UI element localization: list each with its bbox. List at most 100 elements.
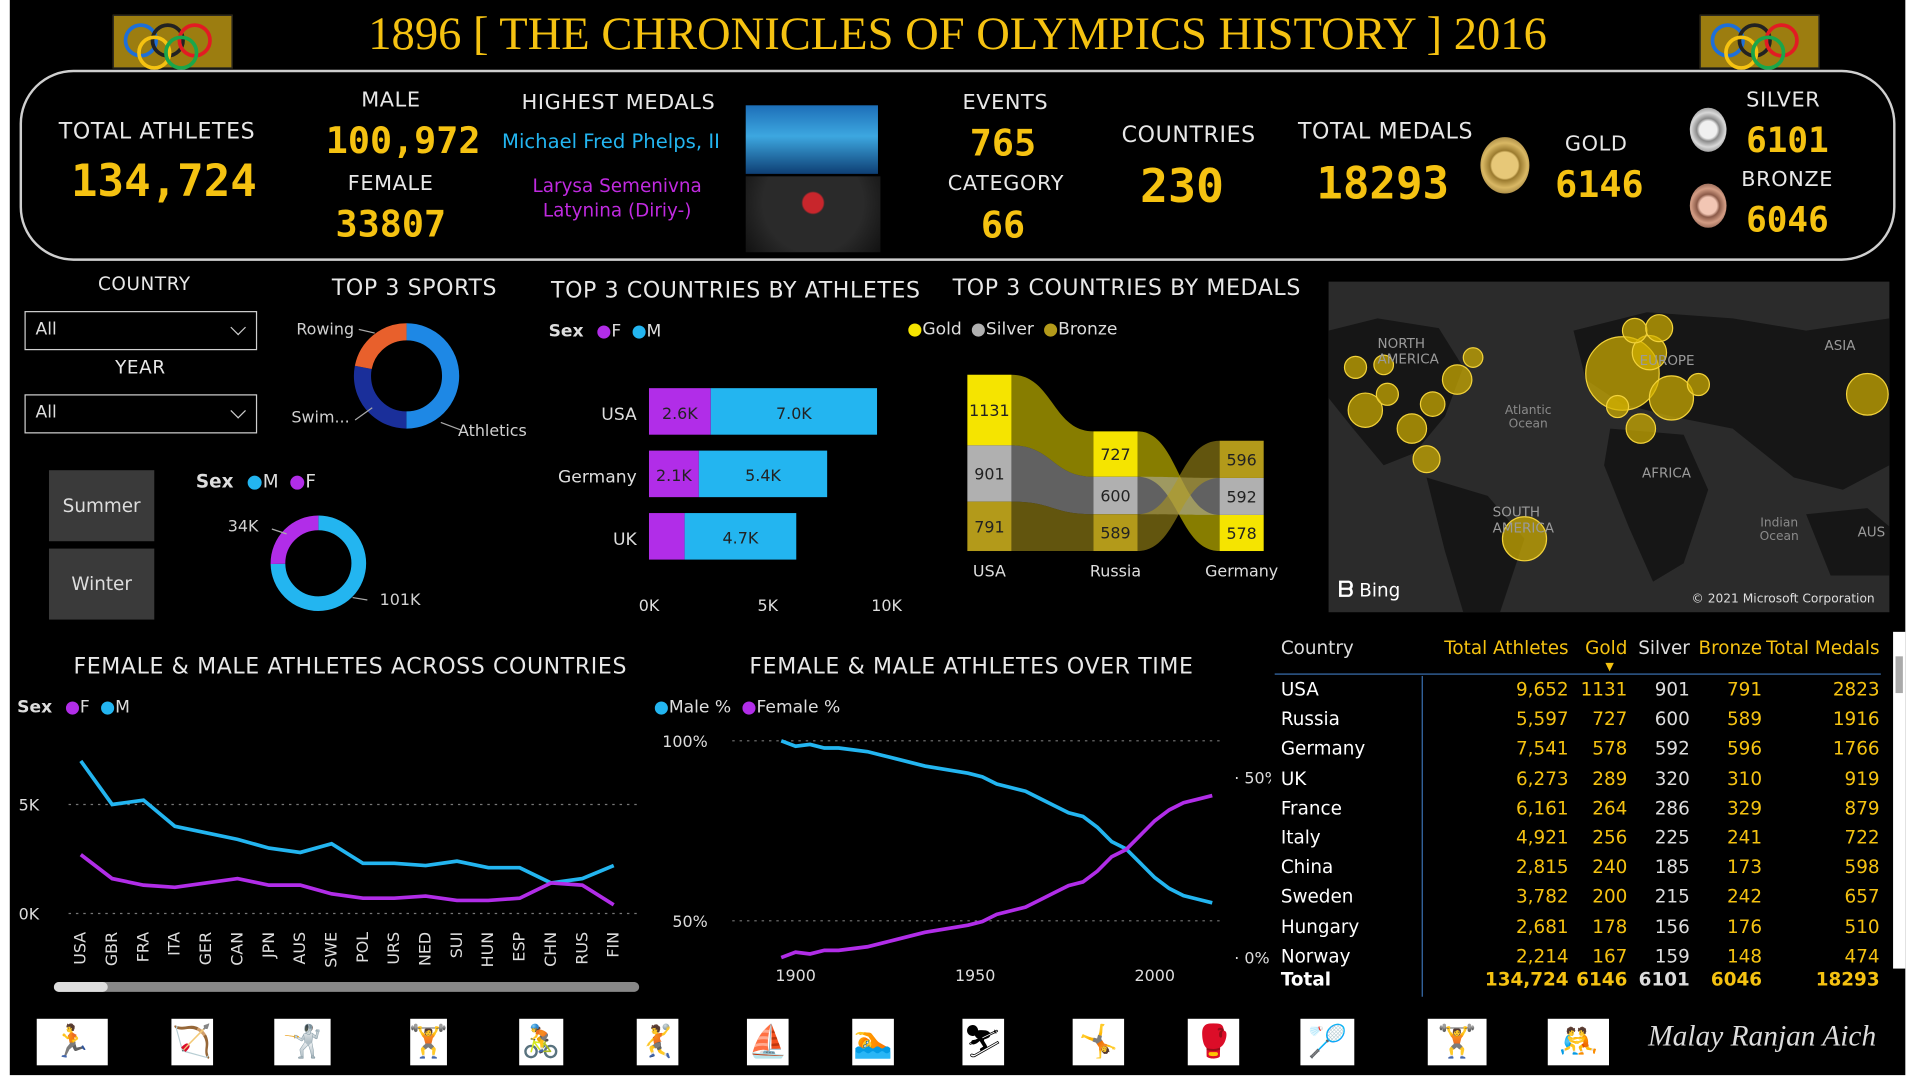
legend-bronze: Bronze: [1058, 319, 1118, 340]
javelin-icon[interactable]: 🤾: [636, 1018, 679, 1066]
bar-label: 7.0K: [776, 404, 812, 423]
top-sports-donut: [353, 323, 461, 431]
table-row[interactable]: France 6,161 264 286 329 879: [1275, 797, 1881, 826]
cell-country: USA: [1280, 678, 1319, 701]
legend-male-pct: Male %: [668, 697, 732, 718]
cell-gold: 240: [1592, 856, 1628, 879]
category-label: CATEGORY: [947, 171, 1065, 196]
label-north-america: NORTH AMERICA: [1377, 335, 1439, 368]
table-row[interactable]: USA 9,652 1131 901 791 2823: [1275, 678, 1881, 707]
table-row[interactable]: Hungary 2,681 178 156 176 510: [1275, 915, 1881, 944]
bing-icon: ᗷ: [1338, 577, 1354, 603]
badminton-icon[interactable]: 🏸: [1300, 1018, 1355, 1066]
silver-value: 6101: [1746, 120, 1829, 161]
cell-country: Norway: [1280, 945, 1351, 968]
kpi-panel: [19, 69, 1896, 261]
across-legend: Sex ●F ●M: [17, 697, 130, 718]
across-legend-title: Sex: [17, 697, 53, 718]
events-value: 765: [969, 122, 1037, 166]
ribbon-gold: [1011, 374, 1094, 477]
country-filter-label: COUNTRY: [97, 273, 191, 296]
summer-button[interactable]: Summer: [48, 470, 155, 542]
year-dropdown[interactable]: All: [24, 394, 258, 434]
cell-total-medals: 722: [1844, 826, 1880, 849]
table-row[interactable]: Norway 2,214 167 159 148 474: [1275, 945, 1881, 974]
bar-label: 2.6K: [662, 404, 698, 423]
bing-logo: ᗷ Bing: [1338, 578, 1400, 602]
wrestling-icon[interactable]: 🤼: [1547, 1018, 1609, 1066]
table-row[interactable]: Germany 7,541 578 592 596 1766: [1275, 738, 1881, 767]
cell-silver: 225: [1654, 826, 1690, 849]
cell-silver: 320: [1654, 767, 1690, 790]
lifting-icon[interactable]: 🏋: [1427, 1018, 1487, 1066]
label-south-america: SOUTH AMERICA: [1492, 504, 1554, 537]
x-tick-label: 1900: [775, 966, 815, 985]
total-medals-cell: 18293: [1815, 968, 1880, 991]
cell-silver: 215: [1654, 885, 1690, 908]
fencing-icon[interactable]: 🤺: [274, 1018, 331, 1066]
table-row[interactable]: Italy 4,921 256 225 241 722: [1275, 827, 1881, 856]
archery-icon[interactable]: 🏹: [171, 1018, 214, 1066]
legend-m: M: [646, 322, 662, 342]
cell-gold: 289: [1592, 767, 1628, 790]
header-silver[interactable]: Silver: [1638, 636, 1690, 659]
ribbon-value-label: 791: [974, 517, 1004, 536]
bar-m: [710, 388, 878, 435]
ribbon-segment-gold: [967, 374, 1012, 446]
cell-bronze: 242: [1726, 885, 1763, 908]
rowing-label: Rowing: [296, 320, 355, 340]
country-dropdown[interactable]: All: [24, 311, 258, 351]
legend-gold: Gold: [922, 319, 962, 340]
cell-silver: 156: [1654, 915, 1690, 938]
header-bronze[interactable]: Bronze: [1698, 636, 1763, 659]
swimmer-photo: [745, 105, 878, 174]
x-tick-label: RUS: [572, 932, 591, 965]
table-row[interactable]: Russia 5,597 727 600 589 1916: [1275, 708, 1881, 737]
olympic-rings-logo-right: [1699, 14, 1820, 70]
cell-gold: 200: [1592, 885, 1628, 908]
world-map[interactable]: NORTH AMERICA EUROPE ASIA Atlantic Ocean…: [1328, 281, 1890, 613]
x-tick-label: FRA: [133, 932, 152, 963]
running-icon[interactable]: 🏃: [36, 1018, 108, 1066]
sailing-icon[interactable]: ⛵: [746, 1018, 789, 1066]
ribbon-segment-bronze: [1093, 514, 1138, 552]
legend-female: F: [305, 470, 316, 493]
header-country[interactable]: Country: [1280, 636, 1354, 659]
gymnastics-icon[interactable]: 🤸: [1072, 1018, 1125, 1066]
x-tick-label: ITA: [165, 932, 184, 956]
header-total-athletes[interactable]: Total Athletes: [1444, 636, 1569, 659]
weightlift-icon[interactable]: 🏋: [409, 1018, 448, 1066]
legend-female-pct: Female %: [756, 697, 841, 718]
gold-value: 6146: [1555, 164, 1644, 207]
label-atlantic-ocean: Atlantic Ocean: [1504, 404, 1552, 432]
header-gold[interactable]: Gold: [1585, 636, 1628, 659]
horizontal-scrollbar[interactable]: [53, 982, 640, 992]
country-medals-table: Country Total Athletes Gold Silver Bronz…: [1274, 631, 1906, 999]
bar-label: 5.4K: [745, 466, 781, 485]
ribbon-value-label: 592: [1226, 488, 1256, 507]
category-label: UK: [613, 530, 638, 550]
cell-total-medals: 1766: [1832, 737, 1880, 760]
table-scrollbar-thumb[interactable]: [1895, 656, 1903, 694]
cell-total-athletes: 2,681: [1515, 915, 1569, 938]
winter-button[interactable]: Winter: [48, 548, 155, 620]
x-tick-label: FIN: [604, 932, 623, 958]
year-dropdown-value: All: [35, 402, 57, 423]
cell-bronze: 791: [1726, 678, 1763, 701]
swimming-icon[interactable]: 🏊: [852, 1018, 894, 1066]
table-scrollbar[interactable]: [1893, 631, 1906, 969]
over-time-title: FEMALE & MALE ATHLETES OVER TIME: [749, 653, 1194, 680]
scrollbar-thumb[interactable]: [53, 982, 108, 992]
countries-value: 230: [1140, 159, 1225, 214]
header-total-medals[interactable]: Total Medals: [1766, 636, 1880, 659]
olympic-rings-logo-left: [112, 14, 233, 70]
skiing-icon[interactable]: ⛷: [962, 1018, 1005, 1066]
bar-label: 2.1K: [656, 466, 692, 485]
table-row[interactable]: China 2,815 240 185 173 598: [1275, 856, 1881, 885]
countries-athletes-title: TOP 3 COUNTRIES BY ATHLETES: [551, 277, 921, 304]
table-row[interactable]: UK 6,273 289 320 310 919: [1275, 767, 1881, 796]
cycling-icon[interactable]: 🚴: [519, 1018, 564, 1066]
over-time-legend: ●Male % ●Female %: [653, 697, 841, 718]
boxing-icon[interactable]: 🥊: [1187, 1018, 1240, 1066]
table-row[interactable]: Sweden 3,782 200 215 242 657: [1275, 886, 1881, 915]
